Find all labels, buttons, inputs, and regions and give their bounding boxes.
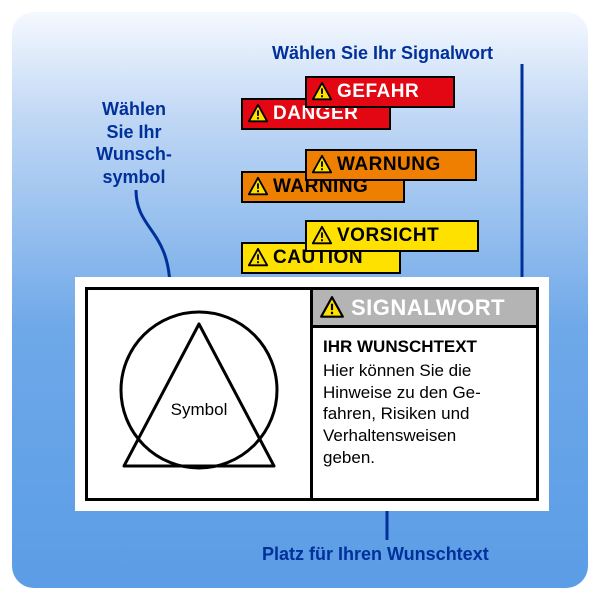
label-body-heading: IHR WUNSCHTEXT bbox=[323, 336, 526, 358]
label-right-pane: SIGNALWORT IHR WUNSCHTEXT Hier können Si… bbox=[313, 290, 536, 498]
safety-label-inner: Symbol SIGNALWORT IHR WUNSCHTEXT Hier kö… bbox=[85, 287, 539, 501]
infographic-panel: Wählen Sie Ihr Signalwort Wählen Sie Ihr… bbox=[12, 12, 588, 588]
signal-bar-text: SIGNALWORT bbox=[351, 295, 505, 321]
signal-bar: SIGNALWORT bbox=[313, 290, 536, 328]
callout-symbol-line: Wunsch- bbox=[96, 144, 172, 164]
signalword-tag: GEFAHR bbox=[305, 76, 455, 108]
safety-label-card: Symbol SIGNALWORT IHR WUNSCHTEXT Hier kö… bbox=[77, 279, 547, 509]
arrow-signalword bbox=[510, 64, 550, 304]
callout-symbol-line: Wählen bbox=[102, 99, 166, 119]
signalword-tag-label: GEFAHR bbox=[337, 81, 419, 103]
signalword-tag: WARNUNG bbox=[305, 149, 477, 181]
symbol-pane: Symbol bbox=[88, 290, 313, 498]
label-body-line: fahren, Risiken und bbox=[323, 404, 469, 423]
label-body-line: Hinweise zu den Ge- bbox=[323, 383, 481, 402]
label-body-line: geben. bbox=[323, 448, 375, 467]
signalword-tag: VORSICHT bbox=[305, 220, 479, 252]
label-body-line: Hier können Sie die bbox=[323, 361, 471, 380]
label-body-line: Verhaltensweisen bbox=[323, 426, 456, 445]
callout-symbol-line: symbol bbox=[102, 167, 165, 187]
symbol-caption: Symbol bbox=[88, 400, 310, 420]
callout-symbol-line: Sie Ihr bbox=[106, 122, 161, 142]
callout-bodytext: Platz für Ihren Wunschtext bbox=[262, 543, 489, 566]
label-body: IHR WUNSCHTEXT Hier können Sie die Hinwe… bbox=[313, 328, 536, 477]
signalword-tag-label: VORSICHT bbox=[337, 225, 439, 247]
signalword-tag-label: WARNUNG bbox=[337, 154, 441, 176]
warning-triangle-icon bbox=[319, 295, 345, 321]
callout-symbol: Wählen Sie Ihr Wunsch- symbol bbox=[64, 98, 204, 188]
callout-signalword: Wählen Sie Ihr Signalwort bbox=[272, 42, 493, 65]
